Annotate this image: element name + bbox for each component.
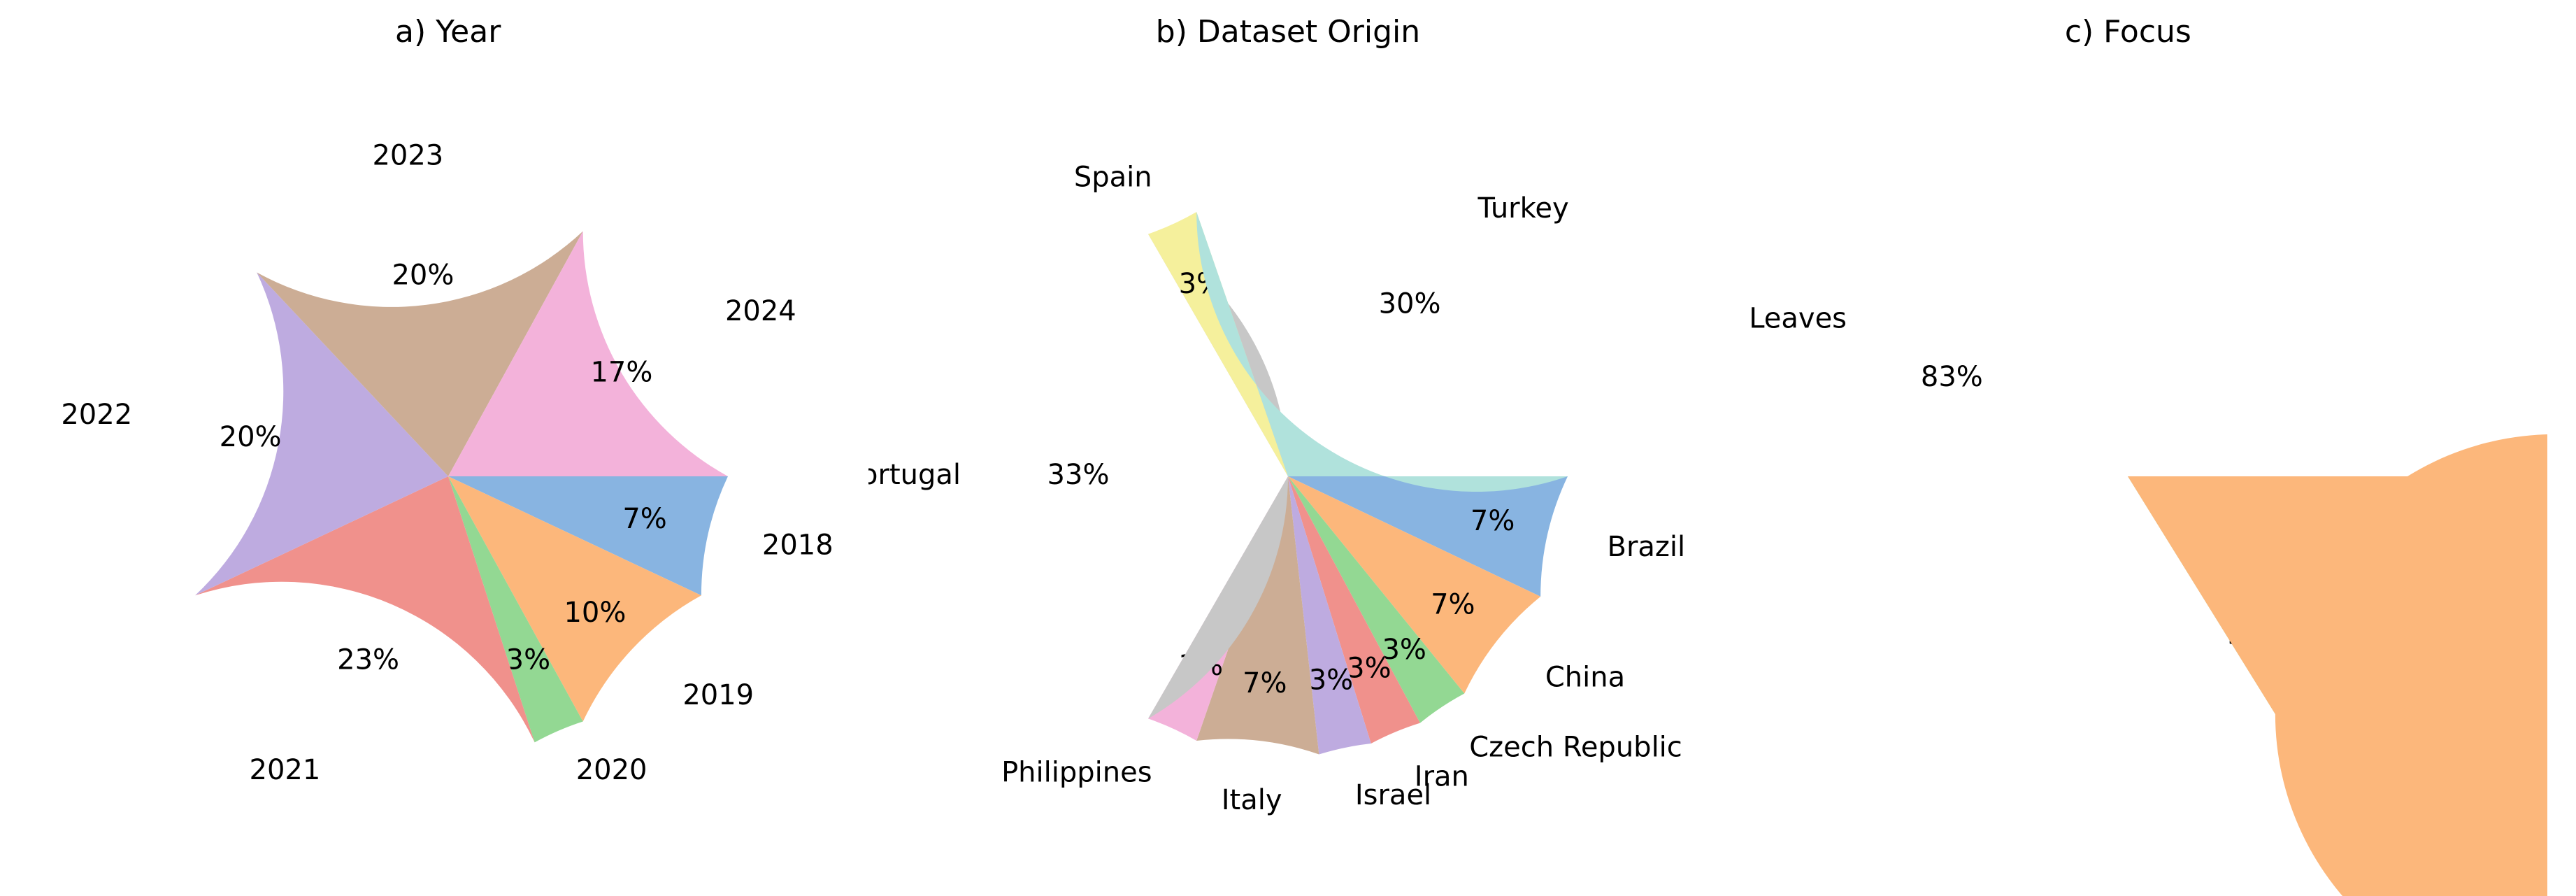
pie-category-label: 2023 bbox=[372, 140, 443, 172]
pie-category-label: Portugal bbox=[868, 459, 961, 491]
pie-category-label: 2020 bbox=[575, 754, 647, 786]
pie-category-label: Leaves bbox=[1749, 302, 1847, 334]
pie-wrap: 7%Brazil7%China3%Czech Republic3%Iran3%I… bbox=[868, 57, 1708, 896]
pie-pct-label: 3% bbox=[506, 643, 550, 676]
pie-pct-label: 7% bbox=[1471, 505, 1515, 537]
pie-category-label: 2018 bbox=[762, 529, 833, 561]
pie-pct-label: 3% bbox=[1309, 664, 1353, 697]
panel-year: a) Year 7% 2018 10% 2019 3% 2020 23% 2021 20% 2022… bbox=[28, 14, 868, 896]
pie-slice bbox=[1148, 212, 1288, 476]
pie-pct-label: 7% bbox=[1431, 588, 1475, 620]
pie-category-label: Philippines bbox=[1001, 757, 1152, 789]
pie-pct-label: 7% bbox=[1243, 667, 1287, 699]
pie-pct-label: 33% bbox=[1047, 459, 1110, 491]
pie-focus: 13%Fruits3%Seeds83%Leaves bbox=[1708, 57, 2547, 896]
pie-category-label: 2019 bbox=[682, 679, 754, 711]
pie-pct-label: 7% bbox=[622, 503, 666, 535]
pie-category-label: Brazil bbox=[1607, 531, 1685, 563]
pie-slice bbox=[2128, 434, 2547, 896]
panel-focus: c) Focus13%Fruits3%Seeds83%Leaves bbox=[1708, 14, 2548, 896]
panel-title: a) Year bbox=[395, 14, 501, 50]
pie-wrap: 13%Fruits3%Seeds83%Leaves bbox=[1708, 57, 2547, 896]
pie-category-label: Spain bbox=[1074, 161, 1152, 193]
pie-pct-label: 20% bbox=[219, 421, 281, 453]
pie-category-label: 2024 bbox=[725, 295, 796, 327]
pie-category-label: Czech Republic bbox=[1469, 732, 1682, 764]
pie-category-label: Turkey bbox=[1477, 192, 1568, 225]
pie-pct-label: 17% bbox=[590, 356, 652, 388]
pie-pct-label: 10% bbox=[564, 597, 626, 629]
pie-category-label: 2021 bbox=[249, 754, 320, 786]
pie-category-label: Israel bbox=[1355, 779, 1431, 811]
pie-category-label: Italy bbox=[1222, 784, 1282, 816]
pie-pct-label: 30% bbox=[1379, 288, 1441, 320]
pie-wrap: 7% 2018 10% 2019 3% 2020 23% 2021 20% 2022 20% 2023… bbox=[29, 57, 868, 896]
panel-origin: b) Dataset Origin 7% Brazil 7% China 3% Czech … bbox=[868, 14, 1708, 896]
pie-pct-label: 23% bbox=[337, 643, 399, 676]
pie-category-label: China bbox=[1545, 661, 1625, 693]
panel-title: c) Focus bbox=[2065, 14, 2191, 50]
pie-pct-label: 83% bbox=[1921, 361, 1983, 393]
pie-category-label: 2022 bbox=[61, 399, 132, 431]
pie-origin: 7%Brazil7%China3%Czech Republic3%Iran3%I… bbox=[868, 57, 1708, 896]
pie-pct-label: 3% bbox=[1347, 653, 1391, 685]
figure-row: a) Year7%201810%20193%202023%202120%2022… bbox=[0, 0, 2576, 766]
pie-pct-label: 20% bbox=[392, 259, 454, 291]
panel-title: b) Dataset Origin bbox=[1156, 14, 1420, 50]
pie-year: 7% 2018 10% 2019 3% 2020 23% 2021 20% 2022 20% 2023… bbox=[29, 57, 868, 896]
